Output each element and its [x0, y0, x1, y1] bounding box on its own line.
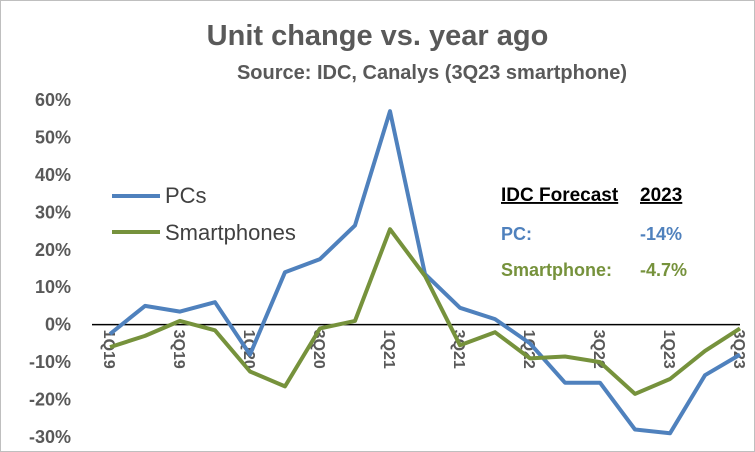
forecast-pc-value: -14%: [640, 224, 682, 244]
y-tick-label: 40%: [35, 165, 71, 185]
x-axis: 1Q19 3Q19 1Q20 3Q20 1Q21 3Q21 1Q22 3Q22 1Q23 3Q23: [100, 330, 747, 369]
x-tick-label: 1Q19: [100, 330, 117, 369]
series-group: [108, 109, 742, 436]
y-tick-label: 0%: [45, 315, 71, 335]
forecast-year: 2023: [640, 185, 682, 206]
chart-title: Unit change vs. year ago: [206, 20, 549, 52]
forecast-box: IDC Forecast 2023 PC: -14% Smartphone: -…: [501, 185, 687, 280]
chart-subtitle: Source: IDC, Canalys (3Q23 smartphone): [236, 62, 628, 84]
forecast-pc-label: PC:: [501, 224, 532, 244]
y-tick-label: 60%: [35, 90, 71, 110]
y-axis: -30% -20% -10% 0% 10% 20% 30% 40% 50% 60%: [29, 90, 71, 447]
x-tick-label: 3Q22: [590, 330, 607, 369]
y-tick-label: 10%: [35, 277, 71, 297]
x-tick-label: 3Q19: [170, 330, 187, 369]
y-tick-label: 50%: [35, 127, 71, 147]
y-tick-label: -30%: [29, 427, 71, 447]
legend: PCs Smartphones: [112, 183, 296, 245]
y-tick-label: 20%: [35, 240, 71, 260]
y-tick-label: -20%: [29, 390, 71, 410]
y-tick-label: -10%: [29, 352, 71, 372]
forecast-smartphone-value: -4.7%: [640, 260, 687, 280]
legend-label-pcs: PCs: [165, 183, 207, 208]
x-tick-label: 3Q21: [450, 330, 467, 369]
y-tick-label: 30%: [35, 202, 71, 222]
legend-label-smartphones: Smartphones: [165, 220, 296, 245]
x-tick-label: 3Q20: [310, 330, 327, 369]
forecast-heading: IDC Forecast: [501, 185, 619, 206]
series-line-smartphones: [109, 227, 742, 396]
x-tick-label: 1Q21: [380, 330, 397, 369]
x-tick-label: 1Q23: [660, 330, 677, 369]
forecast-smartphone-label: Smartphone:: [501, 260, 612, 280]
